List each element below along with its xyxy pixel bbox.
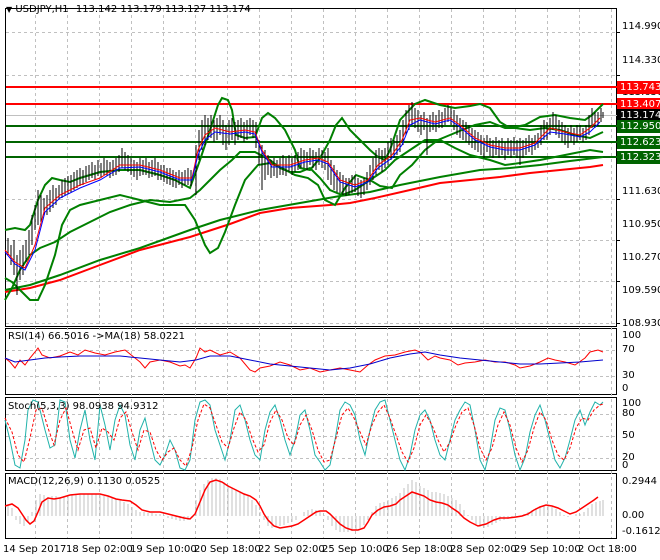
macd-tick: 0.00: [622, 510, 645, 521]
macd-signal-line: [4, 479, 599, 531]
macd-tick: -0.1612: [622, 526, 660, 537]
ma-slow-line: [4, 164, 604, 293]
level-tag-resistance: 113.743: [617, 81, 660, 94]
level-tag-resistance: 113.407: [617, 98, 660, 111]
price-tick: 108.930: [622, 318, 660, 329]
stoch-label: Stoch(5,3,3) 98.0938 94.9312: [8, 401, 159, 412]
bollinger-bands: [4, 96, 604, 301]
date-label: 2 Oct 18:00: [578, 544, 637, 555]
level-tag-support: 112.323: [617, 151, 660, 164]
ma-mid-line: [4, 156, 604, 291]
rsi-label: RSI(14) 66.5016 ->MA(18) 58.0221: [8, 331, 185, 342]
stoch-main-line: [4, 399, 604, 472]
date-label: 28 Sep 02:00: [450, 544, 517, 555]
collapse-triangle-icon[interactable]: ▼: [6, 5, 13, 14]
price-tick: 114.990: [622, 21, 660, 32]
stoch-tick: 80: [622, 408, 635, 419]
date-label: 25 Sep 10:00: [322, 544, 389, 555]
stoch-tick: 50: [622, 430, 635, 441]
level-tag-support: 112.623: [617, 136, 660, 149]
level-tag-support: 112.950: [617, 120, 660, 133]
date-label: 22 Sep 02:00: [258, 544, 325, 555]
axis-ticks: [617, 32, 620, 324]
stoch-tick: 20: [622, 452, 635, 463]
rsi-tick: 100: [622, 330, 642, 341]
ma-fast-red: [4, 117, 601, 269]
stoch-tick: 0: [622, 460, 629, 471]
date-label: 14 Sep 2017: [3, 544, 67, 555]
date-label: 18 Sep 02:00: [66, 544, 133, 555]
price-tick: 110.950: [622, 219, 660, 230]
date-label: 20 Sep 18:00: [194, 544, 261, 555]
macd-label: MACD(12,26,9) 0.1130 0.0525: [8, 476, 161, 487]
macd-tick: 0.2944: [622, 476, 657, 487]
date-label: 26 Sep 18:00: [386, 544, 453, 555]
rsi-ma-line: [4, 351, 604, 371]
chart-title: ▼ USDJPY,H1 113.142 113.179 113.127 113.…: [6, 4, 251, 15]
rsi-line: [4, 347, 604, 373]
price-tick: 109.590: [622, 285, 660, 296]
price-tick: 114.330: [622, 55, 660, 66]
rsi-tick: 30: [622, 370, 635, 381]
ohlc-values: 113.142 113.179 113.127 113.174: [75, 4, 251, 15]
stoch-signal-line: [4, 403, 604, 467]
stoch-tick: 100: [622, 398, 642, 409]
price-tick: 110.270: [622, 252, 660, 263]
ma-fast-blue: [4, 119, 601, 271]
price-tick: 111.630: [622, 186, 660, 197]
date-label: 19 Sep 10:00: [130, 544, 197, 555]
symbol-label: USDJPY,H1: [15, 4, 69, 15]
date-label: 29 Sep 10:00: [514, 544, 581, 555]
rsi-tick: 0: [622, 383, 629, 394]
rsi-tick: 70: [622, 344, 635, 355]
current-price-tag: 113.174: [617, 109, 660, 122]
